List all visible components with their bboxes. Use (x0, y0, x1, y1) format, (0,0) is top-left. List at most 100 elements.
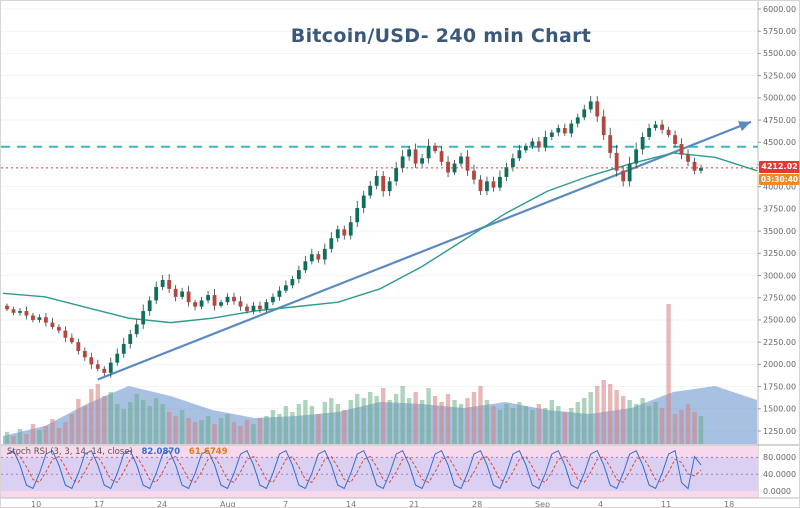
candle-body (556, 128, 561, 133)
volume-bar (510, 408, 516, 444)
volume-bar (497, 410, 503, 444)
volume-bar (562, 412, 567, 444)
volume-bar (63, 422, 68, 444)
price-tick-label: 5000.00 (763, 94, 796, 103)
price-tick-label: 5500.00 (763, 49, 796, 58)
candle-body (692, 161, 697, 171)
stoch-tick-label: 0.0000 (763, 487, 791, 496)
volume-bar (303, 400, 308, 444)
candle-body (115, 353, 120, 363)
price-tick-label: 2000.00 (763, 360, 796, 369)
candle-body (562, 128, 567, 134)
candle-body (199, 300, 204, 307)
candle-body (569, 123, 574, 134)
candle-body (251, 305, 256, 312)
volume-bar (335, 404, 340, 444)
indicator-k-value: 82.0870 (141, 447, 181, 457)
volume-bar (56, 428, 62, 444)
volume-bar (244, 420, 250, 444)
volume-bar (523, 406, 529, 444)
candle-body (232, 296, 236, 302)
volume-bar (37, 430, 42, 444)
volume-bar (653, 402, 658, 444)
volume-bar (348, 400, 353, 444)
x-axis-label: 28 (472, 500, 482, 508)
candle-body (543, 136, 548, 148)
candle-body (128, 334, 133, 344)
stoch-tick-label: 40.0000 (763, 470, 796, 479)
candle-body (121, 343, 126, 354)
trendline-arrowhead-icon (738, 121, 751, 132)
volume-bar (627, 400, 632, 444)
candle-body (76, 342, 81, 352)
candle-body (614, 152, 619, 171)
volume-bar (679, 410, 684, 444)
volume-bar (601, 380, 606, 444)
volume-bar (582, 398, 587, 444)
volume-bar (432, 396, 438, 444)
volume-bar (413, 392, 418, 444)
candle-body (517, 150, 522, 159)
volume-bar (640, 398, 645, 444)
volume-bar (659, 408, 665, 444)
candle-body (82, 351, 87, 358)
volume-bar (575, 402, 580, 444)
candle-body (95, 364, 100, 369)
candle-body (154, 287, 159, 301)
x-axis-label: Sep (535, 500, 550, 508)
candle-body (472, 170, 476, 180)
price-tick-label: 4000.00 (763, 182, 796, 191)
volume-bar (95, 384, 101, 444)
candle-body (387, 181, 392, 192)
candle-body (212, 295, 217, 306)
price-tick-label: 2500.00 (763, 316, 796, 325)
candle-body (452, 163, 457, 173)
volume-bar (89, 389, 94, 444)
candle-body (666, 129, 671, 136)
candle-body (193, 302, 197, 307)
candle-body (24, 311, 29, 316)
volume-bar (264, 416, 269, 444)
candle-body (459, 156, 463, 164)
volume-bar (322, 402, 328, 444)
candle-body (322, 248, 327, 260)
volume-bar (491, 406, 496, 444)
candle-body (303, 261, 308, 271)
candle-body (374, 176, 379, 186)
price-tick-label: 2250.00 (763, 338, 796, 347)
volume-bar (569, 408, 574, 444)
candle-body (173, 288, 178, 297)
candle-body (478, 179, 483, 192)
x-axis-label: 21 (409, 500, 419, 508)
volume-bar (309, 406, 315, 444)
candle-body (426, 145, 431, 159)
price-tick-label: 1750.00 (763, 382, 796, 391)
volume-bar (166, 412, 172, 444)
volume-bar (556, 406, 561, 444)
volume-bar (11, 436, 16, 444)
candle-body (420, 158, 425, 164)
indicator-label-row: Stoch RSI (3, 3, 14, 14, close) 82.0870 … (7, 447, 228, 457)
candle-body (647, 128, 652, 137)
candle-body (368, 185, 373, 196)
candle-body (575, 117, 580, 124)
candle-body (394, 168, 399, 182)
stoch-d-line (6, 451, 702, 483)
volume-bar (374, 396, 379, 444)
volume-bar (24, 434, 29, 444)
candle-body (634, 149, 639, 164)
price-tick-label: 4500.00 (763, 138, 796, 147)
candle-body (18, 311, 22, 313)
x-axis-label: 17 (94, 500, 104, 508)
candle-body (206, 295, 210, 301)
candle-body (63, 330, 68, 338)
volume-bar (646, 406, 652, 444)
volume-bar (458, 404, 464, 444)
volume-bar (153, 398, 159, 444)
volume-bar (251, 424, 256, 444)
last-price-tag: 4212.02 (759, 161, 799, 173)
volume-bar (484, 400, 490, 444)
volume-bar (160, 404, 165, 444)
candle-body (699, 167, 703, 171)
